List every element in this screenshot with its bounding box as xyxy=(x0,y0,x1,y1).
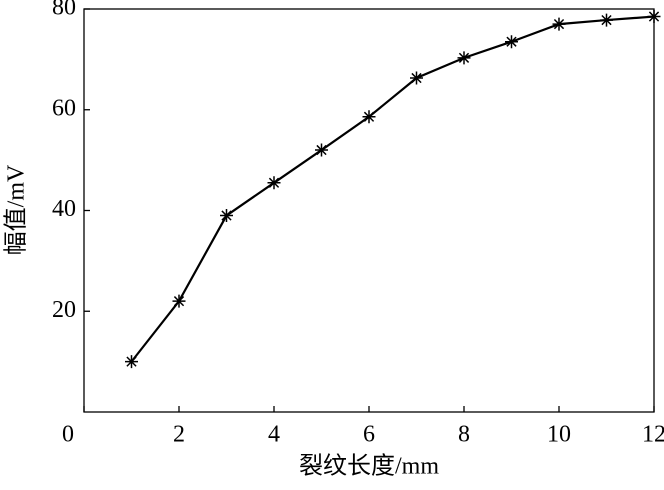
y-tick-label: 20 xyxy=(52,297,76,323)
plot-frame xyxy=(83,8,655,413)
y-axis-label: 幅值/mV xyxy=(3,164,30,255)
asterisk-marker xyxy=(315,143,328,157)
x-tick-label: 4 xyxy=(268,422,280,448)
x-axis-label: 裂纹长度/mm xyxy=(299,453,439,480)
asterisk-marker xyxy=(600,13,613,27)
x-tick-label: 10 xyxy=(547,422,571,448)
x-tick-label: 2 xyxy=(173,422,185,448)
asterisk-marker xyxy=(552,17,566,31)
asterisk-marker xyxy=(220,209,233,223)
asterisk-marker xyxy=(362,110,376,124)
asterisk-marker xyxy=(172,294,186,308)
asterisk-marker xyxy=(410,71,423,85)
asterisk-marker xyxy=(647,10,661,24)
y-tick-label: 80 xyxy=(52,0,76,21)
x-tick-label: 8 xyxy=(458,422,470,448)
asterisk-marker xyxy=(267,176,281,190)
asterisk-marker xyxy=(457,51,471,65)
series-line xyxy=(130,15,655,363)
asterisk-marker xyxy=(125,355,138,369)
asterisk-marker xyxy=(505,35,518,49)
x-tick-label: 0 xyxy=(62,422,74,448)
x-tick-label: 6 xyxy=(363,422,375,448)
x-tick-label: 12 xyxy=(642,422,664,448)
y-tick-label: 60 xyxy=(52,95,76,121)
y-tick-label: 40 xyxy=(52,196,76,222)
